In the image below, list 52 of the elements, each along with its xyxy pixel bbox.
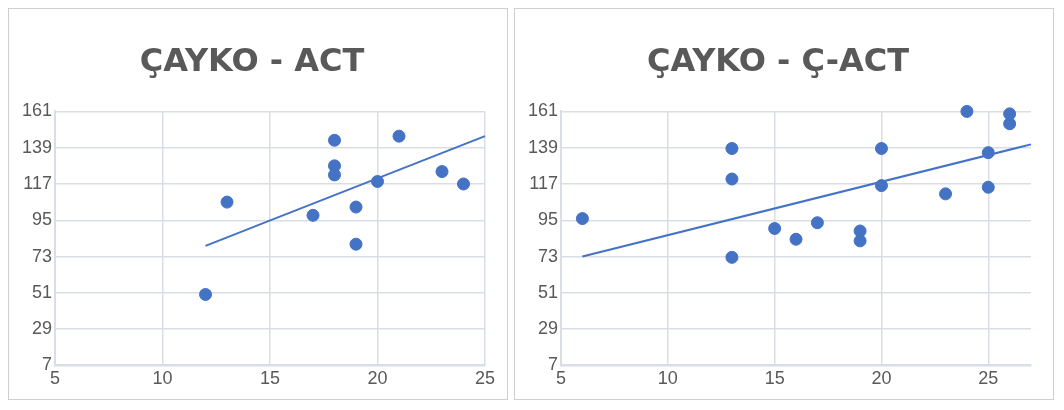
point [349,200,363,214]
y-tick-label: 95 [538,209,559,230]
x-tick-label: 25 [978,368,999,389]
x-tick-label: 5 [556,368,567,389]
chart-title: ÇAYKO - ACT [139,40,365,79]
point [220,195,234,209]
point [725,250,739,264]
x-tick-label: 20 [871,368,892,389]
y-tick-label: 139 [527,136,559,157]
x-tick-label: 10 [152,368,173,389]
y-tick-label: 29 [538,318,559,339]
y-tick-label: 51 [32,281,53,302]
x-tick-label: 5 [50,368,61,389]
point [960,104,974,118]
point [874,179,888,193]
y-tick-label: 29 [32,318,53,339]
point [981,146,995,160]
point [392,129,406,143]
point [457,177,470,191]
x-tick-label: 15 [260,368,281,389]
y-tick-label: 139 [21,136,53,157]
point [435,165,449,179]
x-tick-label: 10 [657,368,678,389]
y-tick-label: 117 [23,172,53,193]
point [306,208,320,222]
y-tick-label: 161 [21,100,53,121]
point [810,216,824,230]
y-tick-label: 51 [538,281,559,302]
y-tick-label: 73 [32,245,53,266]
y-tick-label: 73 [538,245,559,266]
point [939,187,953,201]
point [725,172,739,186]
point [789,232,803,246]
point [349,237,363,251]
y-tick-label: 117 [529,172,559,193]
point [981,180,995,194]
point [371,175,385,188]
chart-title: ÇAYKO - Ç-ACT [646,40,910,79]
point [1003,117,1017,131]
x-tick-label: 25 [474,368,496,389]
x-tick-label: 15 [764,368,785,389]
point [199,287,213,301]
point [853,234,867,248]
y-tick-label: 95 [32,209,53,230]
point [725,142,739,156]
y-tick-label: 161 [527,100,559,121]
x-tick-label: 20 [367,368,388,389]
point [328,133,342,147]
point [874,142,888,156]
point [768,222,782,235]
point [575,212,589,226]
point [328,168,342,182]
